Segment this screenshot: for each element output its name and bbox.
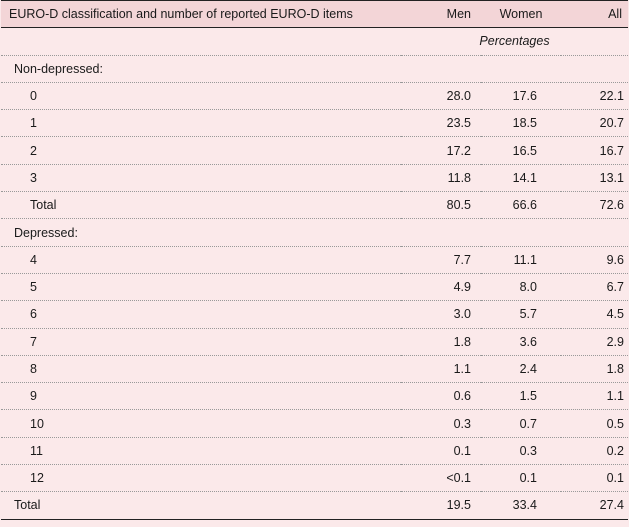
row-label: 12: [1, 464, 401, 493]
row-label: 11: [1, 437, 401, 466]
row-label: 9: [1, 382, 401, 411]
row-label: 8: [1, 355, 401, 384]
section-header-row: Non-depressed:: [1, 55, 628, 83]
row-label: Total: [1, 191, 401, 220]
section-title: Non-depressed:: [1, 55, 628, 83]
cell-men: 3.0: [401, 300, 481, 329]
row-label: 1: [1, 109, 401, 138]
table-row: 8 1.1 2.4 1.8: [1, 355, 628, 384]
total-row: Total 19.5 33.4 27.4: [1, 491, 628, 520]
cell-men: 28.0: [401, 82, 481, 111]
table-row: 5 4.9 8.0 6.7: [1, 273, 628, 302]
cell-men: 17.2: [401, 136, 481, 165]
table-row: 6 3.0 5.7 4.5: [1, 300, 628, 329]
section-header-row: Depressed:: [1, 218, 628, 247]
cell-women: 0.7: [481, 409, 561, 438]
table-body: Percentages Non-depressed: 0 28.0 17.6 22.1 1…: [1, 27, 628, 520]
table-row: 0 28.0 17.6 22.1: [1, 82, 628, 111]
table-row: 10 0.3 0.7 0.5: [1, 409, 628, 438]
header-men: Men: [401, 0, 481, 29]
cell-men: 19.5: [401, 491, 481, 520]
cell-women: 1.5: [481, 382, 561, 411]
cell-all: 0.1: [561, 464, 628, 493]
row-label: 4: [1, 246, 401, 274]
row-label: 3: [1, 164, 401, 193]
row-label: 7: [1, 328, 401, 356]
cell-all: 1.1: [561, 382, 628, 411]
cell-all: 16.7: [561, 136, 628, 165]
cell-all: 6.7: [561, 273, 628, 302]
cell-women: 0.3: [481, 437, 561, 466]
table-row: 12 <0.1 0.1 0.1: [1, 464, 628, 493]
cell-women: 3.6: [481, 328, 561, 356]
table-row: 7 1.8 3.6 2.9: [1, 328, 628, 356]
row-label: 0: [1, 82, 401, 111]
cell-women: 14.1: [481, 164, 561, 193]
row-label: 5: [1, 273, 401, 302]
table-row: 4 7.7 11.1 9.6: [1, 246, 628, 274]
cell-men: 23.5: [401, 109, 481, 138]
cell-men: 4.9: [401, 273, 481, 302]
cell-men: 80.5: [401, 191, 481, 220]
cell-women: 8.0: [481, 273, 561, 302]
table-row: 11 0.1 0.3 0.2: [1, 437, 628, 466]
row-label: 10: [1, 409, 401, 438]
header-classification: EURO-D classification and number of repo…: [1, 0, 401, 29]
cell-all: 0.5: [561, 409, 628, 438]
cell-all: 72.6: [561, 191, 628, 220]
cell-all: 22.1: [561, 82, 628, 111]
cell-all: 13.1: [561, 164, 628, 193]
cell-all: 4.5: [561, 300, 628, 329]
table-row: Total 80.5 66.6 72.6: [1, 191, 628, 220]
cell-men: <0.1: [401, 464, 481, 493]
cell-all: 9.6: [561, 246, 628, 274]
unit-label: Percentages: [401, 27, 628, 56]
row-label: 2: [1, 136, 401, 165]
cell-all: 1.8: [561, 355, 628, 384]
cell-men: 0.1: [401, 437, 481, 466]
cell-women: 33.4: [481, 491, 561, 520]
cell-men: 1.1: [401, 355, 481, 384]
cell-men: 0.3: [401, 409, 481, 438]
section-title: Depressed:: [1, 218, 628, 247]
cell-men: 11.8: [401, 164, 481, 193]
row-label: Total: [1, 491, 401, 520]
cell-all: 0.2: [561, 437, 628, 466]
cell-women: 66.6: [481, 191, 561, 220]
cell-all: 20.7: [561, 109, 628, 138]
header-women: Women: [481, 0, 561, 29]
table-row: 2 17.2 16.5 16.7: [1, 136, 628, 165]
header-all: All: [561, 0, 628, 29]
table-header-row: EURO-D classification and number of repo…: [1, 0, 628, 29]
cell-all: 27.4: [561, 491, 628, 520]
cell-all: 2.9: [561, 328, 628, 356]
table-row: 1 23.5 18.5 20.7: [1, 109, 628, 138]
cell-men: 1.8: [401, 328, 481, 356]
cell-men: 0.6: [401, 382, 481, 411]
cell-women: 17.6: [481, 82, 561, 111]
unit-row: Percentages: [1, 27, 628, 56]
cell-women: 2.4: [481, 355, 561, 384]
table-row: 3 11.8 14.1 13.1: [1, 164, 628, 193]
cell-women: 16.5: [481, 136, 561, 165]
cell-women: 5.7: [481, 300, 561, 329]
table-row: 9 0.6 1.5 1.1: [1, 382, 628, 411]
cell-men: 7.7: [401, 246, 481, 274]
cell-women: 11.1: [481, 246, 561, 274]
cell-women: 0.1: [481, 464, 561, 493]
row-label: 6: [1, 300, 401, 329]
cell-women: 18.5: [481, 109, 561, 138]
